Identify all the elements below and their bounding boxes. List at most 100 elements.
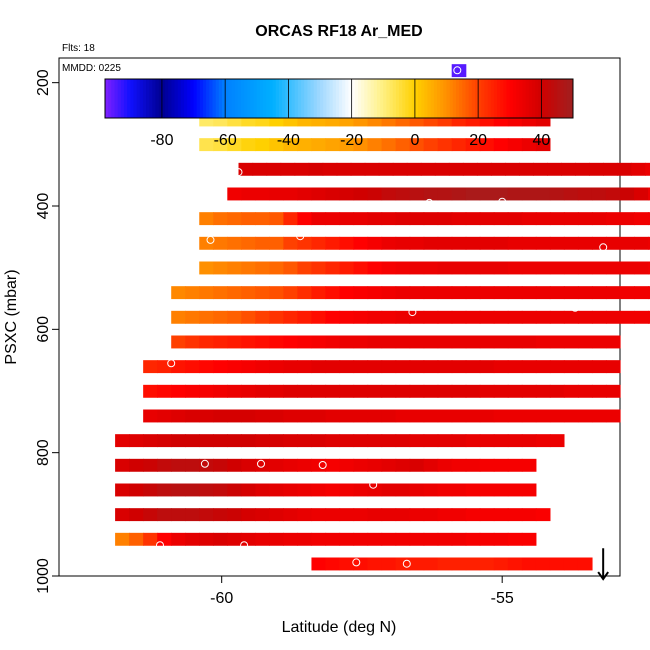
colorbar-segment (364, 79, 368, 118)
heatmap-cell (227, 384, 242, 398)
heatmap-cell (476, 162, 492, 176)
heatmap-cell (255, 508, 270, 522)
heatmap-cell (311, 360, 327, 374)
heatmap-cell (549, 310, 565, 324)
heatmap-cell (297, 138, 313, 152)
colorbar-segment (433, 79, 438, 118)
down-arrow-icon (597, 548, 609, 581)
heatmap-cell (549, 360, 565, 374)
heatmap-cell (199, 310, 214, 324)
colorbar-segment (199, 79, 204, 118)
colorbar-segment (484, 79, 489, 118)
colorbar-segment (525, 79, 530, 118)
heatmap-cell (591, 212, 607, 226)
heatmap-cell (437, 532, 453, 546)
colorbar-segment (449, 79, 454, 118)
heatmap-cell (423, 434, 439, 448)
heatmap-cell (493, 532, 509, 546)
colorbar-segment (478, 79, 482, 118)
colorbar-segment (117, 79, 122, 118)
colorbar-segment (313, 79, 318, 118)
colorbar-segment (209, 79, 214, 118)
heatmap-cell (409, 212, 425, 226)
heatmap-cell (241, 261, 256, 275)
colorbar-segment (108, 79, 112, 118)
heatmap-cell (157, 384, 172, 398)
heatmap-cell (420, 162, 436, 176)
colorbar-segment (354, 79, 359, 118)
heatmap-cell (549, 384, 565, 398)
heatmap-cell (563, 261, 579, 275)
colorbar-segment (253, 79, 258, 118)
heatmap-cell (115, 483, 130, 497)
heatmap-cell (409, 508, 425, 522)
heatmap-cell (521, 483, 537, 497)
heatmap-cell (227, 261, 242, 275)
heatmap-cell (325, 360, 341, 374)
flight-point (453, 66, 462, 75)
heatmap-cell (437, 138, 453, 152)
heatmap-cell (297, 310, 313, 324)
heatmap-cell (311, 384, 327, 398)
heatmap-cell (395, 236, 411, 250)
heatmap-cell (465, 532, 481, 546)
heatmap-cell (367, 261, 383, 275)
flight-point (206, 235, 215, 244)
heatmap-cell (311, 286, 327, 300)
heatmap-cell (465, 384, 481, 398)
heatmap-cell (423, 236, 439, 250)
colorbar-segment (111, 79, 115, 118)
heatmap-cell (521, 310, 537, 324)
heatmap-cell (255, 236, 270, 250)
x-tick-label: -55 (491, 590, 514, 607)
heatmap-cell (549, 335, 565, 349)
heatmap-cell (395, 434, 411, 448)
heatmap-cell (479, 508, 495, 522)
heatmap-cell (437, 434, 453, 448)
heatmap-cell (617, 162, 632, 176)
heatmap-cell (634, 286, 649, 300)
heatmap-cell (213, 138, 228, 152)
heatmap-cell (381, 261, 397, 275)
heatmap-cell (283, 458, 299, 472)
heatmap-cell (171, 483, 186, 497)
heatmap-cell (575, 162, 590, 176)
colorbar-segment (294, 79, 299, 118)
heatmap-cell (339, 360, 355, 374)
heatmap-cell (451, 384, 467, 398)
heatmap-cell (437, 286, 453, 300)
heatmap-cell (591, 286, 607, 300)
heatmap-cell (409, 532, 425, 546)
colorbar-segment (380, 79, 384, 118)
heatmap-cell (283, 384, 299, 398)
heatmap-cell (437, 483, 453, 497)
heatmap-cell (648, 286, 650, 300)
heatmap-cell (507, 236, 523, 250)
heatmap-cell (493, 236, 509, 250)
heatmap-cell (213, 261, 228, 275)
heatmap-cell (255, 212, 270, 226)
flight-point (498, 197, 507, 206)
heatmap-cell (143, 458, 158, 472)
colorbar-segment (237, 79, 242, 118)
heatmap-cell (255, 138, 270, 152)
heatmap-cell (297, 286, 313, 300)
heatmap-cell (199, 434, 214, 448)
colorbar-segment (146, 79, 150, 118)
colorbar-segment (361, 79, 365, 118)
heatmap-cell (591, 335, 607, 349)
heatmap-cell (241, 483, 256, 497)
heatmap-cell (479, 409, 495, 423)
heatmap-cell (353, 384, 369, 398)
heatmap-cell (143, 384, 158, 398)
heatmap-cell (451, 458, 467, 472)
heatmap-cell (493, 434, 509, 448)
heatmap-cell (504, 162, 520, 176)
heatmap-cell (199, 261, 214, 275)
heatmap-cell (645, 162, 650, 176)
heatmap-cell (339, 483, 355, 497)
heatmap-cell (115, 434, 130, 448)
heatmap-cell (381, 532, 397, 546)
heatmap-cell (395, 286, 411, 300)
heatmap-cell (605, 236, 621, 250)
